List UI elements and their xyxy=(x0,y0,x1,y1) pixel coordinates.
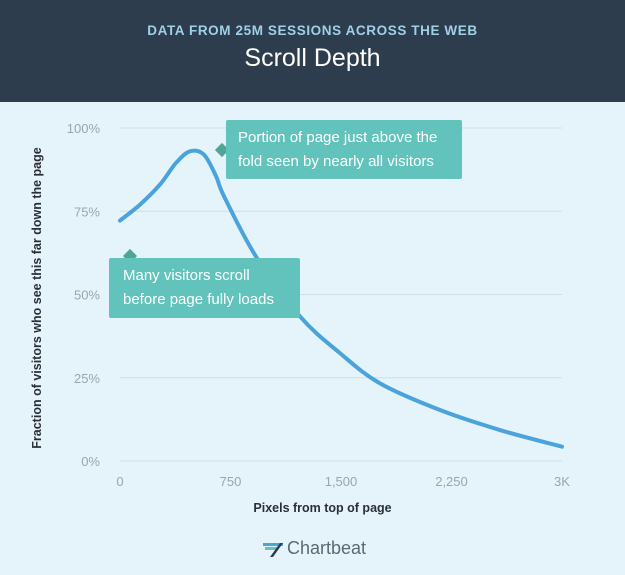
x-axis-label: Pixels from top of page xyxy=(253,501,392,515)
x-tick-label: 0 xyxy=(116,474,123,489)
chartbeat-logo: Chartbeat xyxy=(263,538,366,559)
chart-title: Scroll Depth xyxy=(244,44,381,72)
y-tick-label: 100% xyxy=(67,121,101,136)
y-tick-label: 50% xyxy=(74,288,100,303)
y-axis-label: Fraction of visitors who see this far do… xyxy=(30,147,44,449)
annotation-line: Many visitors scroll xyxy=(123,267,250,284)
annotation-line: fold seen by nearly all visitors xyxy=(238,153,434,170)
x-tick-label: 2,250 xyxy=(435,474,468,489)
series-line xyxy=(118,148,564,449)
chartbeat-logo-icon xyxy=(263,542,283,557)
chart-subtitle: DATA FROM 25M SESSIONS ACROSS THE WEB xyxy=(147,23,478,38)
x-tick-label: 750 xyxy=(220,474,242,489)
y-tick-label: 75% xyxy=(74,204,100,219)
annotation-line: before page fully loads xyxy=(123,291,274,308)
header: DATA FROM 25M SESSIONS ACROSS THE WEB Sc… xyxy=(0,0,625,102)
annotation-early-scroll: Many visitors scroll before page fully l… xyxy=(109,258,300,318)
logo-text: Chartbeat xyxy=(287,538,367,558)
y-tick-label: 25% xyxy=(74,371,100,386)
annotation-above-fold: Portion of page just above the fold seen… xyxy=(226,120,462,179)
x-tick-label: 3K xyxy=(554,474,570,489)
y-tick-label: 0% xyxy=(81,454,100,469)
x-tick-label: 1,500 xyxy=(325,474,358,489)
annotation-line: Portion of page just above the xyxy=(238,129,438,146)
